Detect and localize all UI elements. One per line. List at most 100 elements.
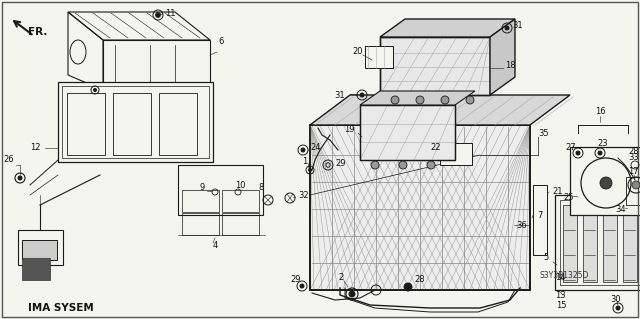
- Bar: [603, 205, 617, 282]
- Text: 24: 24: [310, 144, 321, 152]
- Circle shape: [156, 12, 161, 18]
- Circle shape: [308, 168, 312, 172]
- Circle shape: [93, 88, 97, 92]
- Circle shape: [598, 151, 602, 155]
- Text: 26: 26: [3, 155, 13, 165]
- Bar: [583, 205, 597, 282]
- Text: 6: 6: [218, 38, 223, 47]
- Circle shape: [360, 93, 364, 97]
- Text: 18: 18: [505, 61, 516, 70]
- Text: 29: 29: [290, 275, 301, 284]
- Bar: [62, 86, 209, 158]
- Bar: [440, 143, 472, 165]
- Text: 9: 9: [200, 183, 205, 192]
- Bar: [159, 93, 197, 155]
- Text: 13: 13: [555, 291, 566, 300]
- Bar: [623, 205, 637, 282]
- Text: 35: 35: [538, 129, 548, 137]
- Bar: [310, 125, 530, 290]
- Circle shape: [466, 96, 474, 104]
- Text: 22: 22: [430, 144, 440, 152]
- Circle shape: [399, 161, 407, 169]
- Polygon shape: [609, 182, 626, 184]
- Text: 1: 1: [302, 158, 307, 167]
- Text: 8: 8: [258, 183, 264, 192]
- Circle shape: [301, 148, 305, 152]
- Bar: [533, 185, 547, 255]
- Circle shape: [427, 161, 435, 169]
- Text: 5: 5: [543, 254, 548, 263]
- Circle shape: [576, 151, 580, 155]
- Text: 31: 31: [512, 21, 523, 31]
- Polygon shape: [592, 169, 605, 182]
- Text: 29: 29: [335, 159, 346, 167]
- Circle shape: [616, 306, 620, 310]
- Text: 27: 27: [565, 143, 575, 152]
- Circle shape: [416, 96, 424, 104]
- Polygon shape: [586, 182, 604, 184]
- Circle shape: [632, 181, 640, 189]
- Bar: [22, 240, 57, 260]
- Text: 4: 4: [213, 241, 218, 250]
- Text: 28: 28: [628, 147, 639, 157]
- Text: 16: 16: [595, 108, 605, 116]
- Text: 32: 32: [298, 191, 308, 201]
- Text: S3Y3B1325D: S3Y3B1325D: [540, 271, 589, 279]
- Text: 34: 34: [616, 205, 626, 214]
- Polygon shape: [490, 19, 515, 95]
- Text: FR.: FR.: [28, 27, 47, 37]
- Polygon shape: [607, 169, 620, 182]
- Circle shape: [391, 96, 399, 104]
- Bar: [222, 213, 259, 235]
- Bar: [182, 190, 219, 212]
- Text: 36: 36: [516, 220, 527, 229]
- Polygon shape: [360, 91, 475, 105]
- Text: 33: 33: [628, 153, 639, 162]
- Text: 10: 10: [235, 181, 246, 189]
- Bar: [182, 213, 219, 235]
- Polygon shape: [592, 184, 605, 197]
- Text: 14: 14: [555, 272, 566, 281]
- Text: 12: 12: [30, 144, 40, 152]
- Bar: [67, 93, 105, 155]
- Polygon shape: [607, 184, 620, 197]
- Circle shape: [404, 283, 412, 291]
- Text: 19: 19: [344, 125, 355, 135]
- Bar: [570, 147, 640, 215]
- Text: 15: 15: [556, 300, 566, 309]
- Circle shape: [505, 26, 509, 30]
- Bar: [178, 165, 263, 215]
- Bar: [58, 82, 213, 162]
- Bar: [380, 37, 490, 95]
- Bar: [563, 205, 577, 282]
- Polygon shape: [605, 186, 607, 203]
- Circle shape: [349, 291, 355, 297]
- Text: 20: 20: [352, 48, 362, 56]
- Text: 17: 17: [628, 167, 639, 176]
- Polygon shape: [310, 95, 570, 125]
- Circle shape: [300, 284, 304, 288]
- Text: 21: 21: [552, 188, 563, 197]
- Text: 25: 25: [563, 192, 573, 202]
- Text: 23: 23: [597, 138, 607, 147]
- Text: IMA SYSEM: IMA SYSEM: [28, 303, 93, 313]
- Text: 2: 2: [338, 272, 343, 281]
- Circle shape: [441, 96, 449, 104]
- Bar: [365, 46, 393, 68]
- Bar: [360, 105, 455, 160]
- Circle shape: [600, 177, 612, 189]
- Bar: [560, 200, 640, 285]
- Text: 30: 30: [610, 295, 621, 305]
- Polygon shape: [605, 163, 607, 180]
- Bar: [380, 37, 490, 95]
- Bar: [222, 190, 259, 212]
- Text: 11: 11: [165, 10, 175, 19]
- Bar: [360, 105, 455, 160]
- Text: 7: 7: [537, 211, 542, 219]
- Bar: [22, 258, 50, 280]
- Bar: [18, 230, 63, 265]
- Polygon shape: [380, 19, 515, 37]
- Bar: [555, 195, 640, 290]
- Circle shape: [371, 161, 379, 169]
- Circle shape: [18, 176, 22, 180]
